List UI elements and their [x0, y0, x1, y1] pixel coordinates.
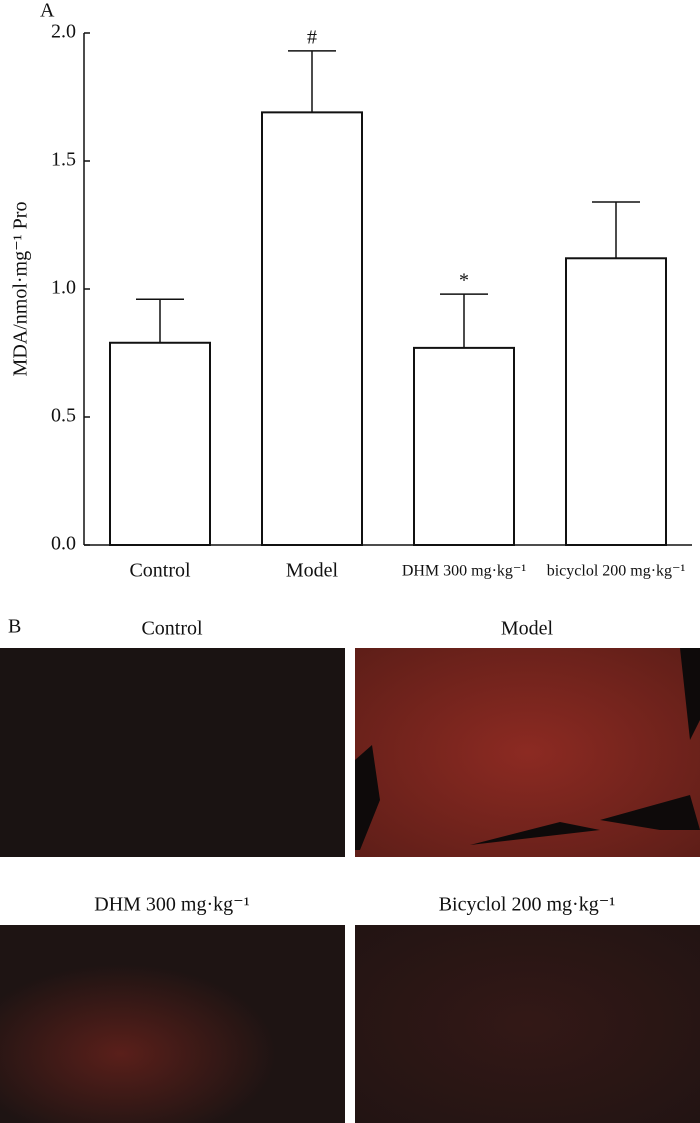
- x-tick-label: bicyclol 200 mg·kg⁻¹: [547, 563, 686, 580]
- image-title: Control: [141, 618, 203, 640]
- y-axis-label: MDA/nmol·mg⁻¹ Pro: [10, 202, 32, 377]
- annotation: *: [459, 270, 469, 292]
- y-tick-label: 0.5: [51, 405, 76, 427]
- bar: [413, 346, 515, 546]
- micrograph: [0, 925, 345, 1123]
- image-title: DHM 300 mg·kg⁻¹: [94, 894, 249, 916]
- micrograph: [355, 925, 700, 1123]
- y-tick-label: 2.0: [51, 21, 76, 43]
- image-title: Bicyclol 200 mg·kg⁻¹: [439, 894, 616, 916]
- bar: [261, 111, 363, 547]
- y-tick-label: 1.5: [51, 149, 76, 171]
- y-tick-label: 1.0: [51, 277, 76, 299]
- panel-label: B: [8, 616, 21, 638]
- bar: [109, 341, 211, 547]
- micrograph: [0, 648, 345, 857]
- x-tick-label: DHM 300 mg·kg⁻¹: [402, 563, 527, 580]
- micrograph-dark: [355, 648, 700, 850]
- panel-label: A: [40, 0, 55, 22]
- x-tick-label: Control: [129, 560, 191, 582]
- image-title: Model: [501, 618, 554, 640]
- bar: [565, 257, 667, 546]
- annotation: #: [307, 27, 317, 49]
- y-tick-label: 0.0: [51, 533, 76, 555]
- x-tick-label: Model: [286, 560, 339, 582]
